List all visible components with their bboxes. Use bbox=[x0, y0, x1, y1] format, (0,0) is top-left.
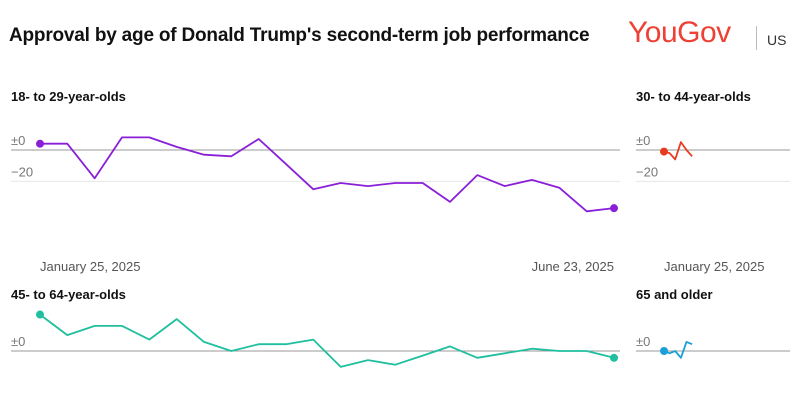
yougov-logo: YouGov bbox=[628, 16, 731, 49]
logo-divider bbox=[756, 26, 757, 50]
start-point bbox=[660, 147, 668, 156]
panel-title: 18- to 29-year-olds bbox=[11, 89, 126, 104]
series-line bbox=[663, 340, 693, 359]
x-start-date: January 25, 2025 bbox=[664, 259, 764, 274]
series-line bbox=[39, 313, 615, 368]
y-tick-zero: ±0 bbox=[636, 133, 650, 148]
y-tick-zero: ±0 bbox=[11, 133, 25, 148]
start-point bbox=[36, 310, 44, 319]
panel-title: 65 and older bbox=[636, 287, 713, 302]
y-tick-minus20: −20 bbox=[11, 164, 33, 179]
panel-18-29: 18- to 29-year-olds ±0 −20 January 25, 2… bbox=[11, 89, 620, 274]
series-line bbox=[663, 141, 693, 161]
panel-65-plus: 65 and older ±0 bbox=[636, 287, 790, 359]
start-point bbox=[660, 347, 668, 355]
y-tick-zero: ±0 bbox=[636, 334, 650, 349]
y-tick-minus20: −20 bbox=[636, 164, 658, 179]
panel-title: 45- to 64-year-olds bbox=[11, 287, 126, 302]
start-point bbox=[36, 139, 44, 148]
panel-30-44: 30- to 44-year-olds ±0 −20 January 25, 2… bbox=[636, 89, 790, 274]
panel-45-64: 45- to 64-year-olds ±0 bbox=[11, 287, 620, 368]
series-line bbox=[40, 136, 615, 213]
page-title: Approval by age of Donald Trump's second… bbox=[9, 25, 590, 46]
panel-title: 30- to 44-year-olds bbox=[636, 89, 751, 104]
x-start-date: January 25, 2025 bbox=[40, 259, 140, 274]
end-point bbox=[610, 353, 618, 362]
x-end-date: June 23, 2025 bbox=[532, 259, 614, 274]
region-label: US bbox=[767, 32, 787, 48]
y-tick-zero: ±0 bbox=[11, 334, 25, 349]
end-point bbox=[610, 204, 618, 213]
